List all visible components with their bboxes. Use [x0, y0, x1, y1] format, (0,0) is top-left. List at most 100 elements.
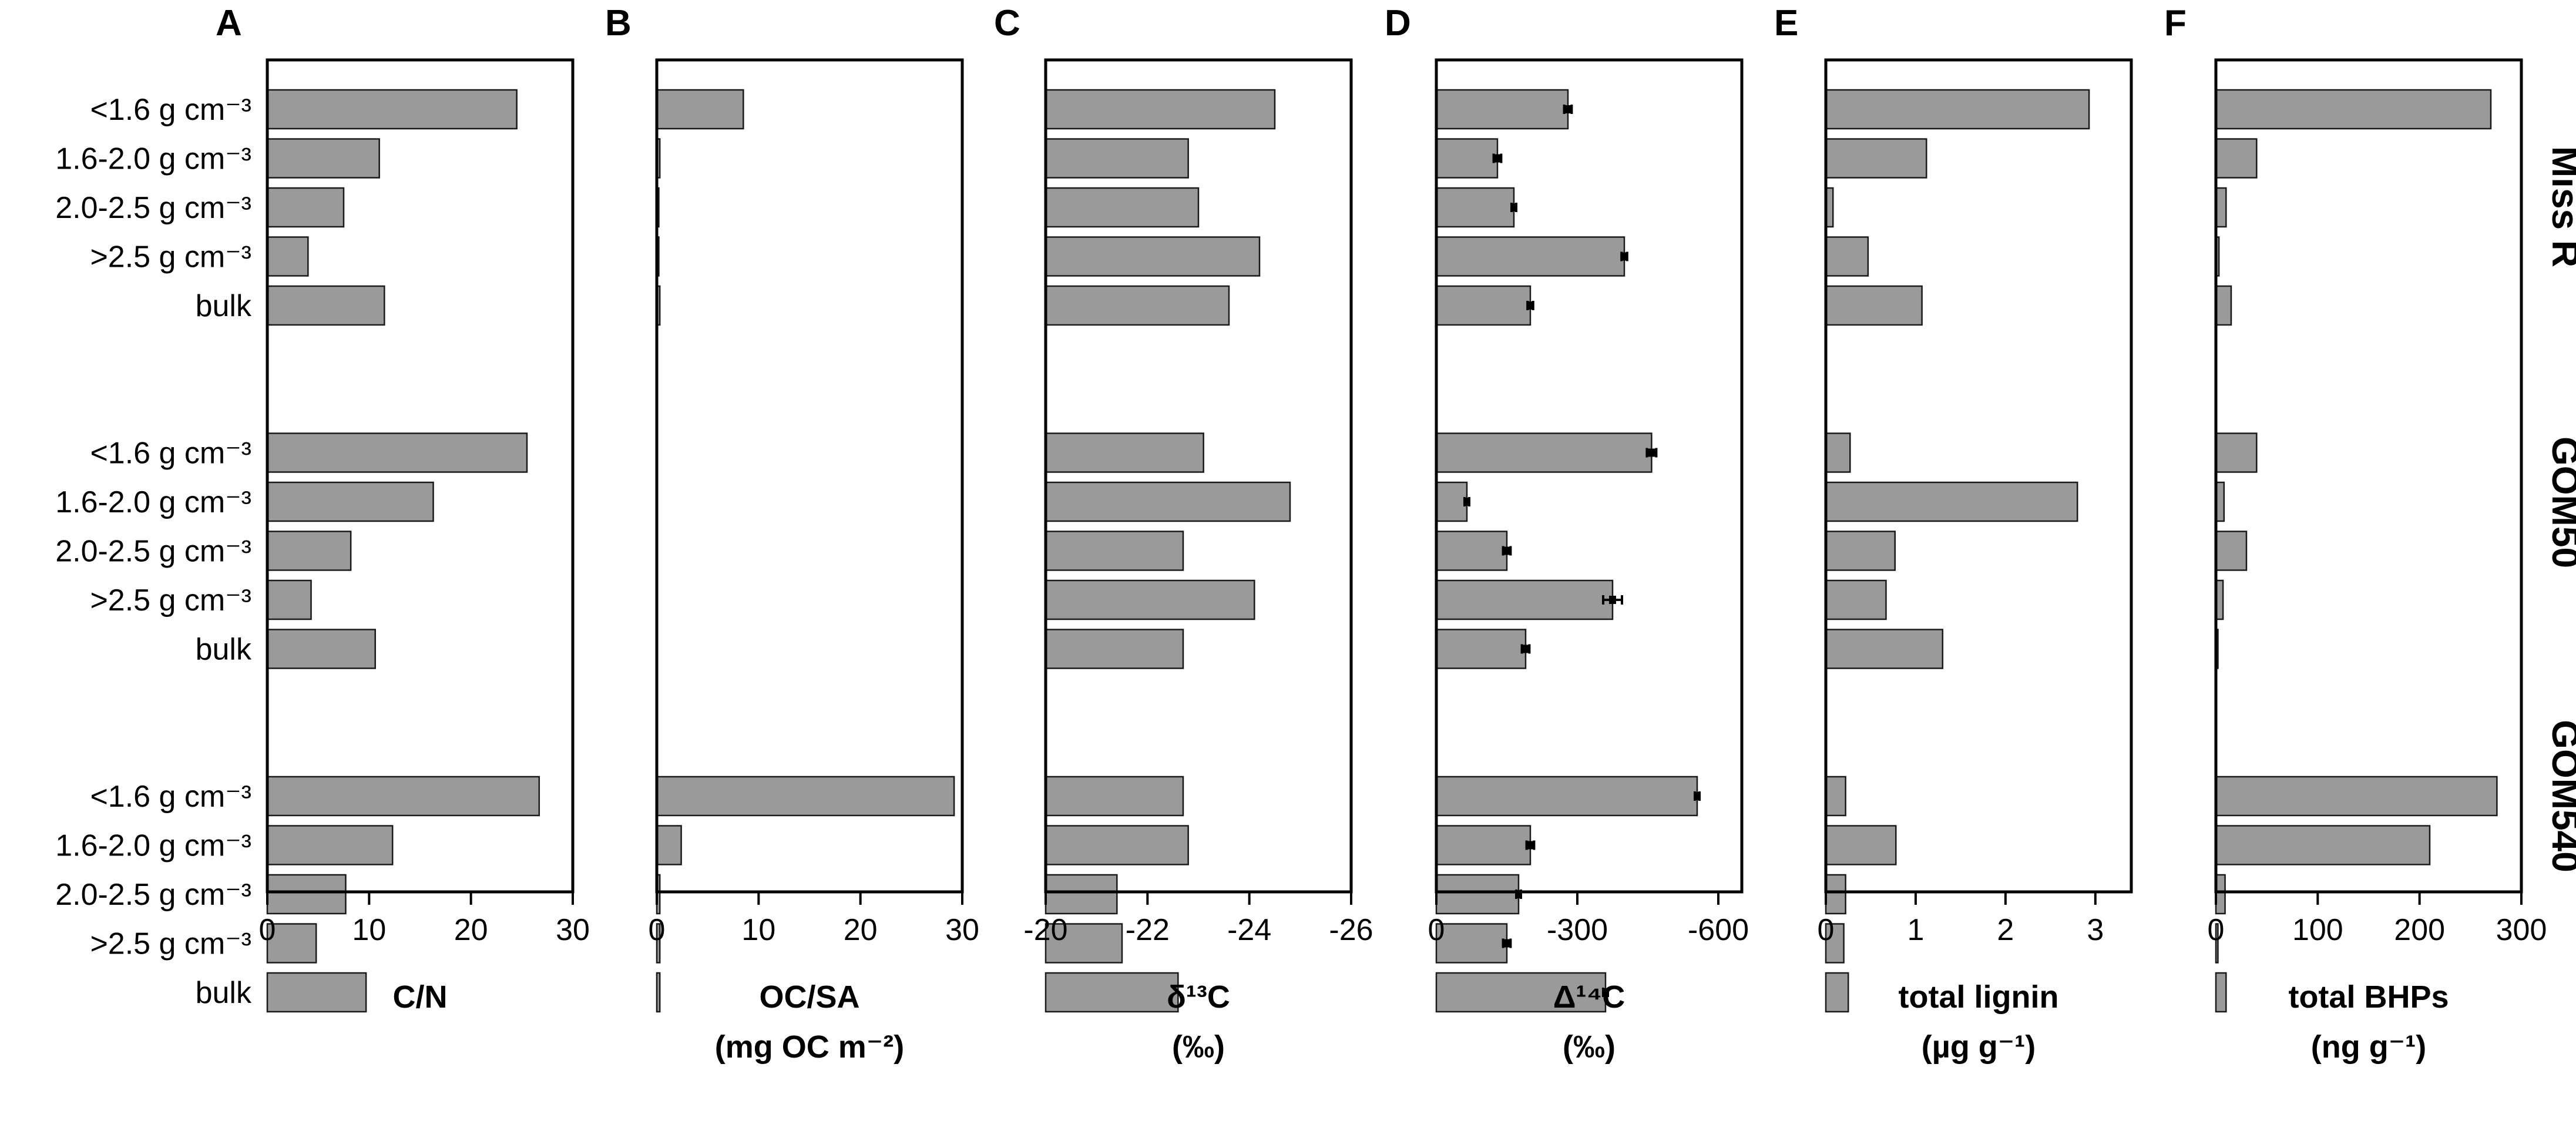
bar	[1825, 825, 1897, 865]
category-label: <1.6 g cm⁻³	[90, 437, 251, 471]
x-tick-label: 30	[556, 913, 590, 947]
x-tick-label: 0	[259, 913, 276, 947]
category-label: bulk	[196, 289, 252, 323]
bar	[266, 236, 309, 277]
panel-frame	[1824, 58, 2133, 894]
bar	[1435, 629, 1527, 669]
bar	[1825, 923, 1845, 964]
panel-letter: B	[605, 3, 632, 43]
x-axis-label: (µg g⁻¹)	[1922, 1029, 2036, 1065]
category-label: <1.6 g cm⁻³	[90, 780, 251, 814]
x-tick-label: 2	[1997, 913, 2014, 947]
bar	[2215, 531, 2248, 571]
category-label: >2.5 g cm⁻³	[90, 240, 251, 274]
x-tick-label: 100	[2292, 913, 2343, 947]
bar	[2215, 923, 2219, 964]
bar	[2215, 432, 2258, 473]
bar	[1825, 432, 1851, 473]
bar	[1435, 579, 1614, 620]
bar	[1825, 89, 2090, 130]
error-marker	[1522, 645, 1529, 653]
category-label: bulk	[196, 976, 252, 1010]
bar	[1825, 972, 1849, 1013]
category-label: >2.5 g cm⁻³	[90, 583, 251, 617]
category-label: 1.6-2.0 g cm⁻³	[55, 829, 251, 863]
bar	[266, 579, 312, 620]
x-tick-label: 0	[1818, 913, 1835, 947]
x-tick-label: 1	[1907, 913, 1924, 947]
error-marker	[1564, 105, 1571, 113]
bar	[2215, 972, 2227, 1013]
x-tick-label: 10	[741, 913, 775, 947]
bar	[2215, 89, 2492, 130]
bar	[1044, 874, 1118, 915]
bar	[266, 874, 347, 915]
x-axis-label: (‰)	[1172, 1029, 1225, 1065]
category-label: 2.0-2.5 g cm⁻³	[55, 191, 251, 225]
bar	[656, 825, 682, 865]
x-tick-label: 3	[2087, 913, 2104, 947]
group-label: GOM540	[2544, 720, 2576, 872]
category-label: 2.0-2.5 g cm⁻³	[55, 535, 251, 569]
bar	[656, 89, 744, 130]
category-label: 1.6-2.0 g cm⁻³	[55, 485, 251, 519]
panel-letter: C	[994, 3, 1020, 43]
bar	[1825, 236, 1869, 277]
panel-letter: D	[1385, 3, 1411, 43]
bar	[656, 776, 955, 817]
error-marker	[1621, 252, 1628, 261]
x-tick-label: 0	[649, 913, 666, 947]
bar	[1435, 972, 1607, 1013]
bar	[266, 187, 345, 228]
x-tick-label: 0	[2208, 913, 2225, 947]
error-marker	[1510, 203, 1517, 212]
bar	[1044, 531, 1184, 571]
bar	[1044, 187, 1200, 228]
bar	[1825, 874, 1846, 915]
bar	[2215, 776, 2498, 817]
bar	[1825, 138, 1927, 179]
category-label: 1.6-2.0 g cm⁻³	[55, 142, 251, 176]
bar	[1825, 629, 1944, 669]
bar	[1044, 138, 1189, 179]
x-axis-label: total BHPs	[2288, 979, 2449, 1015]
error-marker	[1494, 154, 1501, 163]
x-tick-label: -300	[1547, 913, 1608, 947]
bar	[266, 89, 518, 130]
x-tick-label: -20	[1023, 913, 1067, 947]
panel-letter: A	[216, 3, 242, 43]
bar	[1044, 285, 1230, 326]
error-marker	[1463, 498, 1470, 506]
error-marker	[1527, 841, 1534, 850]
x-tick-label: 30	[945, 913, 979, 947]
bar	[1044, 923, 1123, 964]
category-label: bulk	[196, 633, 252, 667]
x-tick-label: 20	[844, 913, 878, 947]
bar	[1435, 236, 1625, 277]
bar	[1044, 432, 1204, 473]
bar	[266, 531, 352, 571]
bar	[1435, 825, 1532, 865]
bar	[266, 776, 540, 817]
x-tick-label: 300	[2496, 913, 2547, 947]
x-tick-label: 200	[2394, 913, 2445, 947]
bar	[1044, 972, 1179, 1013]
bar	[2215, 187, 2227, 228]
bar	[1825, 531, 1896, 571]
error-marker	[1602, 988, 1609, 996]
bar	[1435, 89, 1569, 130]
error-marker	[1527, 301, 1534, 310]
bar	[1044, 629, 1184, 669]
bar	[266, 825, 394, 865]
category-label: 2.0-2.5 g cm⁻³	[55, 878, 251, 912]
x-axis-label: δ¹³C	[1167, 979, 1230, 1015]
bar	[1825, 579, 1887, 620]
bar	[1435, 874, 1520, 915]
error-marker	[1503, 546, 1510, 555]
bar	[1044, 236, 1261, 277]
x-axis-label: (mg OC m⁻²)	[715, 1029, 904, 1065]
bar	[1825, 776, 1846, 817]
x-axis-label: (ng g⁻¹)	[2311, 1029, 2426, 1065]
bar	[1044, 579, 1255, 620]
group-label: GOM50	[2544, 437, 2576, 568]
